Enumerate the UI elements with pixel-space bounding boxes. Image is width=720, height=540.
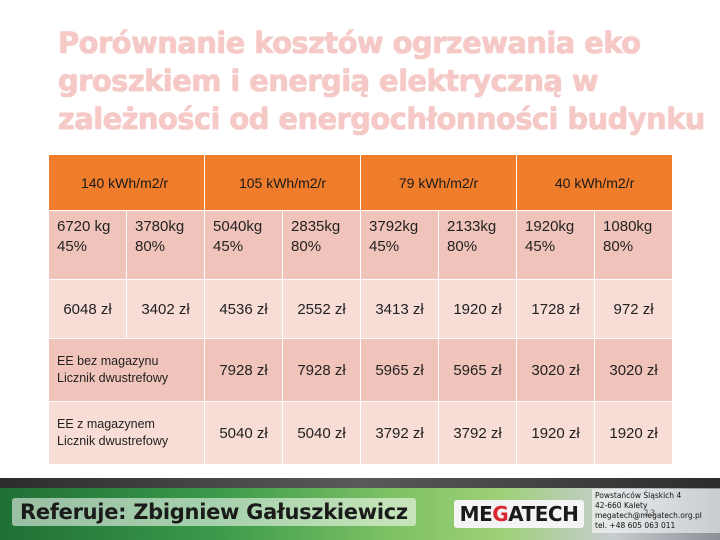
mass-pct: 45%	[369, 238, 400, 255]
mass-cell: 2835kg 80%	[282, 210, 362, 280]
slide-number: 13	[644, 509, 656, 519]
cost-cell: 1728 zł	[516, 279, 596, 339]
slide-title: Porównanie kosztów ogrzewania eko groszk…	[58, 24, 708, 138]
address-line-1: Powstańców Śląskich 4	[595, 491, 682, 500]
cost-cell: 972 zł	[594, 279, 674, 339]
cost-cell: 4536 zł	[204, 279, 284, 339]
footer-strip	[0, 478, 720, 488]
mass-cell: 6720 kg 45%	[48, 210, 127, 280]
mass-cell: 3780kg 80%	[125, 210, 206, 280]
mass-kg: 2835kg	[291, 218, 341, 235]
ee-label-line-2: Licznik dwustrefowy	[57, 434, 169, 448]
cost-cell: 6048 zł	[48, 279, 127, 339]
ee-label-line-1: EE bez magazynu	[57, 354, 159, 368]
address-line-2: 42-660 Kalety	[595, 501, 648, 510]
mass-cell: 5040kg 45%	[204, 210, 284, 280]
mass-cell: 1920kg 45%	[516, 210, 596, 280]
cost-cell: 3402 zł	[125, 279, 206, 339]
header-40: 40 kWh/m2/r	[516, 154, 674, 211]
megatech-logo: MEGATECH	[454, 500, 584, 528]
mass-pct: 45%	[57, 238, 88, 255]
mass-kg: 3780kg	[135, 218, 185, 235]
ee-with-storage-row: EE z magazynem Licznik dwustrefowy 5040 …	[47, 401, 674, 465]
mass-kg: 3792kg	[369, 218, 419, 235]
mass-pct: 45%	[525, 238, 556, 255]
ee-without-storage-label: EE bez magazynu Licznik dwustrefowy	[47, 338, 206, 402]
cost-cell: 1920 zł	[438, 279, 518, 339]
ee-without-storage-row: EE bez magazynu Licznik dwustrefowy 7928…	[47, 338, 674, 402]
ee-label-line-1: EE z magazynem	[57, 417, 155, 431]
title-line-3: zależności od energochłonności budynku	[58, 102, 705, 136]
ee-cost-cell: 1920 zł	[516, 401, 596, 465]
logo-part-atech: ATECH	[508, 502, 579, 526]
ee-cost-cell: 7928 zł	[204, 338, 284, 402]
ee-cost-cell: 5965 zł	[360, 338, 440, 402]
logo-part-g: G	[492, 502, 509, 526]
mass-pct: 45%	[213, 238, 244, 255]
ee-cost-cell: 7928 zł	[282, 338, 362, 402]
ee-cost-cell: 5040 zł	[204, 401, 284, 465]
mass-kg: 2133kg	[447, 218, 497, 235]
title-line-2: groszkiem i energią elektryczną w	[58, 64, 599, 98]
mass-kg: 6720 kg	[57, 218, 111, 235]
logo-part-me: ME	[459, 502, 493, 526]
coal-cost-row: 6048 zł 3402 zł 4536 zł 2552 zł 3413 zł …	[48, 279, 674, 339]
cost-cell: 2552 zł	[282, 279, 362, 339]
header-105: 105 kWh/m2/r	[204, 154, 362, 211]
mass-pct: 80%	[447, 238, 478, 255]
mass-kg: 5040kg	[213, 218, 263, 235]
mass-row: 6720 kg 45% 3780kg 80% 5040kg 45% 2835kg 80%…	[48, 210, 674, 280]
title-line-1: Porównanie kosztów ogrzewania eko	[58, 26, 641, 60]
ee-cost-cell: 3020 zł	[516, 338, 596, 402]
mass-kg: 1080kg	[603, 218, 653, 235]
mass-kg: 1920kg	[525, 218, 575, 235]
contact-email: megatech@megatech.org.pl	[595, 511, 702, 520]
header-row: 140 kWh/m2/r 105 kWh/m2/r 79 kWh/m2/r 40…	[47, 154, 674, 211]
ee-cost-cell: 3020 zł	[594, 338, 674, 402]
contact-info: Powstańców Śląskich 4 42-660 Kalety mega…	[592, 489, 720, 533]
mass-cell: 2133kg 80%	[438, 210, 518, 280]
cost-comparison-table: 140 kWh/m2/r 105 kWh/m2/r 79 kWh/m2/r 40…	[47, 154, 674, 465]
contact-phone: tel. +48 605 063 011	[595, 521, 676, 530]
ee-cost-cell: 3792 zł	[438, 401, 518, 465]
ee-with-storage-label: EE z magazynem Licznik dwustrefowy	[47, 401, 206, 465]
ee-cost-cell: 3792 zł	[360, 401, 440, 465]
mass-cell: 3792kg 45%	[360, 210, 440, 280]
mass-pct: 80%	[291, 238, 322, 255]
presenter-label: Referuje: Zbigniew Gałuszkiewicz	[12, 498, 416, 526]
ee-cost-cell: 5965 zł	[438, 338, 518, 402]
header-140: 140 kWh/m2/r	[47, 154, 206, 211]
mass-pct: 80%	[603, 238, 634, 255]
ee-cost-cell: 1920 zł	[594, 401, 674, 465]
ee-label-line-2: Licznik dwustrefowy	[57, 371, 169, 385]
mass-pct: 80%	[135, 238, 166, 255]
mass-cell: 1080kg 80%	[594, 210, 674, 280]
cost-cell: 3413 zł	[360, 279, 440, 339]
ee-cost-cell: 5040 zł	[282, 401, 362, 465]
header-79: 79 kWh/m2/r	[360, 154, 518, 211]
